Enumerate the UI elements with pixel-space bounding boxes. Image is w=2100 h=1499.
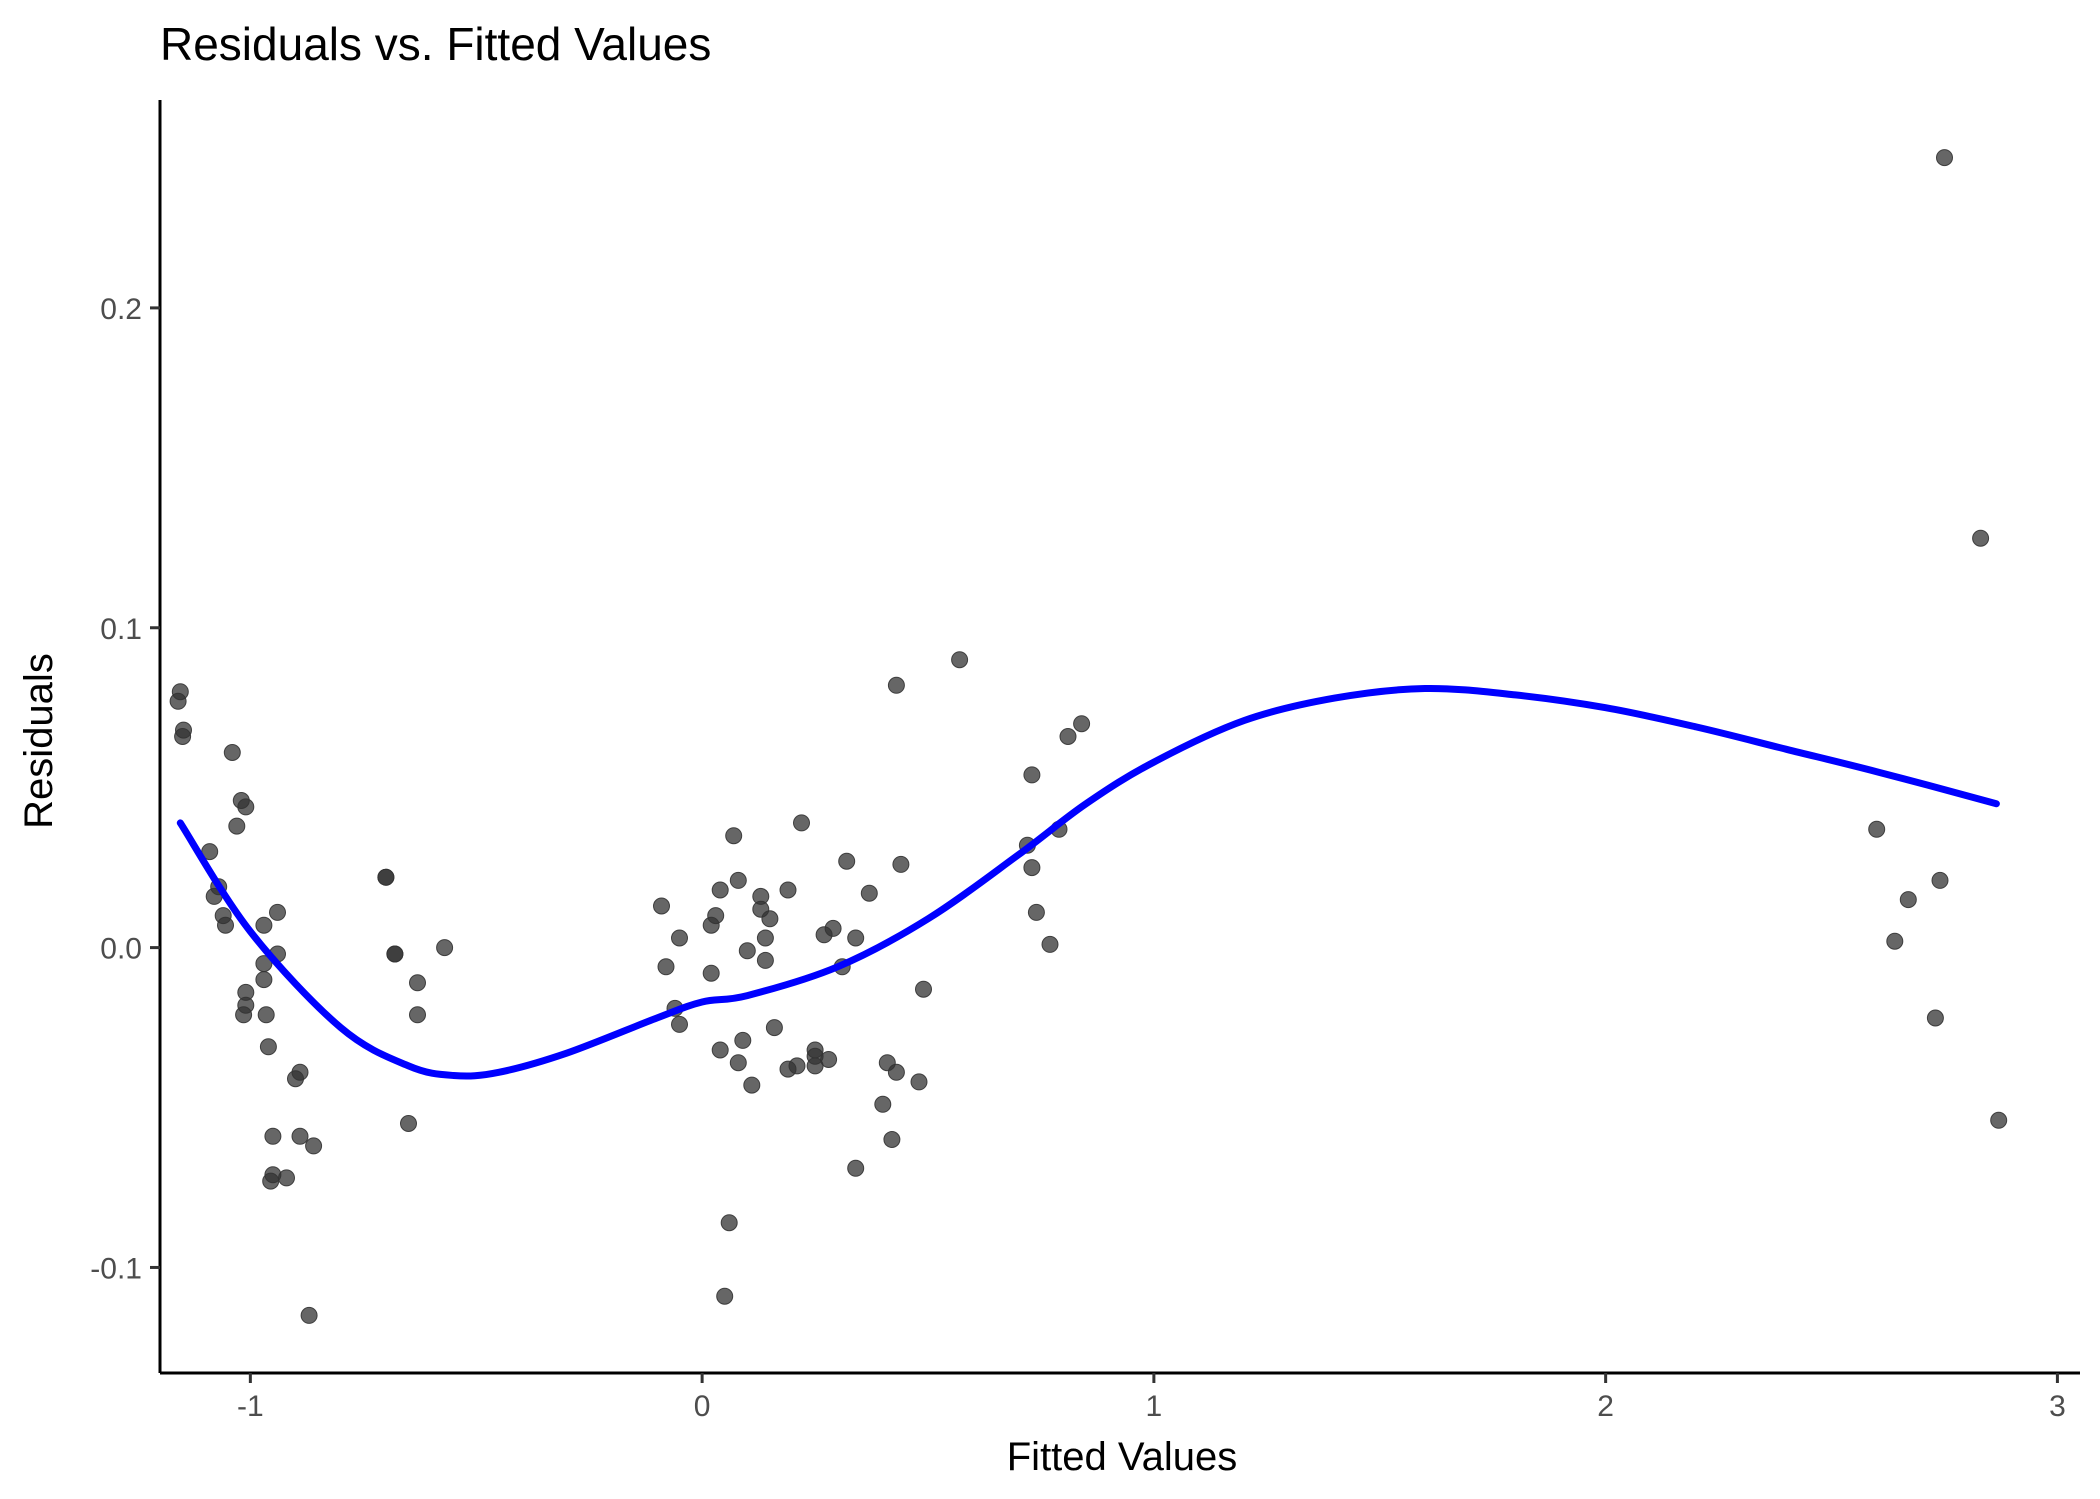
data-point	[765, 1019, 783, 1037]
data-point	[1990, 1111, 2008, 1129]
data-point	[264, 1127, 282, 1145]
data-point	[171, 683, 189, 701]
data-point	[1041, 935, 1059, 953]
data-point	[377, 868, 395, 886]
data-point	[788, 1057, 806, 1075]
points-layer	[169, 149, 2008, 1324]
data-point	[756, 929, 774, 947]
x-axis-ticks: -1 0 1 2 3	[237, 1373, 2066, 1423]
x-tick-label: -1	[237, 1390, 264, 1423]
data-point	[887, 676, 905, 694]
data-point	[255, 916, 273, 934]
y-tick-label: 0.0	[100, 933, 142, 966]
data-point	[1972, 529, 1990, 547]
data-point	[711, 881, 729, 899]
data-point	[883, 1131, 901, 1148]
data-point	[847, 929, 865, 947]
y-axis-title: Residuals	[17, 653, 61, 829]
data-point	[729, 1054, 747, 1072]
data-point	[1868, 820, 1886, 838]
data-point	[892, 855, 910, 873]
data-point	[711, 1041, 729, 1059]
data-point	[756, 951, 774, 969]
data-point	[707, 907, 725, 925]
data-point	[725, 827, 743, 845]
x-tick-label: 1	[1146, 1390, 1163, 1423]
chart-title: Residuals vs. Fitted Values	[160, 18, 711, 70]
data-point	[874, 1095, 892, 1113]
data-point	[1073, 715, 1091, 733]
x-tick-label: 0	[694, 1390, 711, 1423]
data-point	[671, 1015, 688, 1033]
data-point	[716, 1287, 734, 1305]
data-point	[729, 871, 747, 889]
data-point	[1931, 871, 1949, 889]
data-point	[887, 1063, 905, 1081]
data-point	[720, 1214, 738, 1232]
data-point	[262, 1172, 280, 1190]
data-point	[1899, 891, 1917, 909]
data-point	[915, 980, 932, 998]
data-point	[436, 939, 454, 957]
data-point	[409, 1006, 426, 1024]
data-point	[860, 884, 878, 902]
data-point	[824, 919, 842, 937]
data-point	[951, 651, 969, 669]
data-point	[300, 1306, 318, 1324]
data-point	[1027, 903, 1045, 921]
data-point	[237, 798, 255, 816]
data-point	[278, 1169, 295, 1187]
data-point	[653, 897, 670, 915]
data-point	[793, 814, 810, 832]
data-point	[1059, 728, 1077, 745]
y-tick-label: -0.1	[90, 1252, 142, 1285]
y-tick-label: 0.1	[100, 613, 142, 646]
data-point	[409, 974, 426, 992]
y-tick-label: 0.2	[100, 293, 142, 326]
data-point	[702, 964, 720, 982]
data-point	[1926, 1009, 1944, 1027]
data-point	[847, 1159, 865, 1177]
data-point	[305, 1137, 323, 1155]
data-point	[291, 1127, 309, 1145]
data-point	[269, 903, 286, 921]
data-point	[228, 817, 246, 835]
data-point	[838, 852, 856, 870]
data-point	[761, 910, 779, 928]
data-point	[1886, 932, 1904, 950]
smooth-trend-line	[176, 684, 2000, 1080]
data-point	[257, 1006, 275, 1024]
data-point	[820, 1051, 838, 1068]
data-point	[734, 1031, 752, 1049]
data-point	[291, 1063, 309, 1081]
y-axis-ticks: -0.1 0.0 0.1 0.2	[90, 293, 160, 1285]
data-point	[671, 929, 688, 947]
data-point	[255, 971, 273, 989]
x-tick-label: 3	[2049, 1390, 2066, 1423]
data-point	[743, 1076, 761, 1094]
data-point	[259, 1038, 277, 1056]
data-point	[1023, 859, 1041, 877]
x-axis-title: Fitted Values	[1007, 1435, 1238, 1479]
data-point	[779, 881, 797, 899]
x-tick-label: 2	[1597, 1390, 1614, 1423]
data-point	[1936, 149, 1953, 167]
data-point	[400, 1115, 417, 1132]
data-point	[175, 721, 192, 739]
data-point	[910, 1073, 928, 1091]
data-point	[223, 744, 241, 761]
data-point	[657, 958, 675, 976]
data-point	[386, 945, 404, 963]
data-point	[217, 916, 234, 934]
data-point	[738, 942, 756, 960]
data-point	[235, 1006, 253, 1024]
data-point	[1023, 766, 1041, 784]
